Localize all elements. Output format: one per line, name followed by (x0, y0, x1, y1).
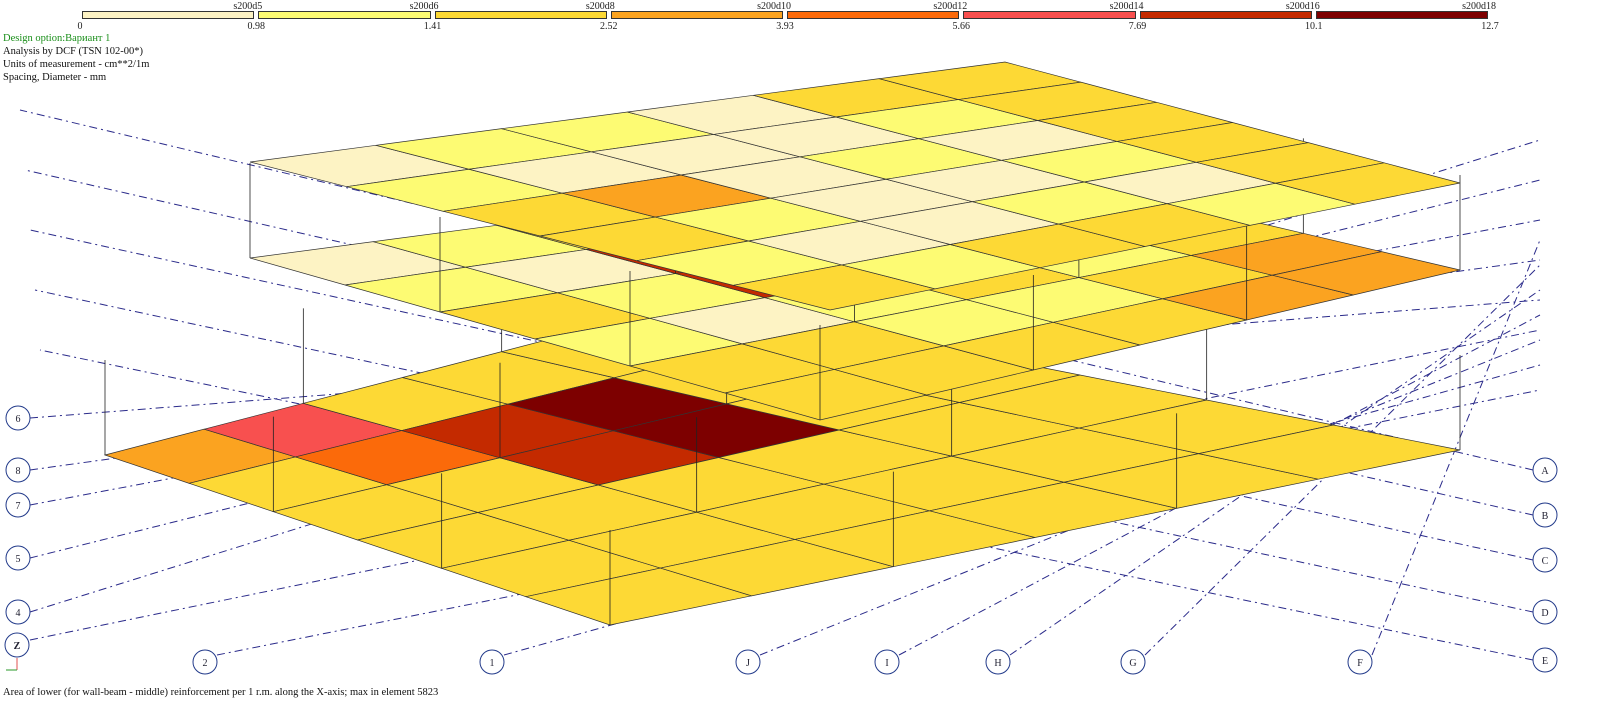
axis-label-I: I (885, 658, 888, 669)
legend-swatch-s200d10 (610, 11, 783, 19)
axis-label-F: F (1357, 658, 1363, 669)
legend-swatch-s200d14 (963, 11, 1136, 19)
legend-swatch-s200d6 (258, 11, 431, 19)
axis-label-2-circle (192, 649, 218, 675)
axis-label-A: A (1541, 466, 1549, 477)
legend-swatch-s200d5 (82, 11, 255, 19)
axis-label-5: 5 (16, 554, 21, 565)
legend-value: 3.93 (776, 21, 794, 32)
legend-label: s200d12 (933, 1, 968, 12)
legend-swatch-s200d18 (1315, 11, 1488, 19)
legend-label: s200d10 (757, 1, 791, 12)
axis-label-D-circle (1532, 599, 1558, 625)
axis-label-7: 7 (16, 501, 21, 512)
color-legend: 0 s200d5 0.98 s200d6 1.41 s200d8 2.52 s200d10 3.… (77, 0, 1499, 34)
legend-label: s200d6 (409, 1, 439, 12)
legend-value: 12.7 (1481, 21, 1499, 32)
grid-axis-line (29, 139, 1541, 613)
axis-label-1-circle (479, 649, 505, 675)
axis-label-4: 4 (16, 608, 21, 619)
units-label: Units of measurement - cm**2/1m (3, 59, 150, 70)
axis-label-8-circle (5, 457, 31, 483)
legend-label: s200d16 (1285, 1, 1320, 12)
axis-label-H: H (994, 658, 1001, 669)
legend-value: 7.69 (1128, 21, 1147, 32)
spacing-label: Spacing, Diameter - mm (3, 72, 107, 83)
axis-label-B-circle (1532, 502, 1558, 528)
grid-axis-line (29, 329, 1541, 641)
legend-label: s200d8 (585, 1, 615, 12)
axis-label-F-circle (1347, 649, 1373, 675)
grid-axis-line (1371, 239, 1541, 656)
legend-value: 0 (77, 21, 83, 32)
axis-label-2: 2 (203, 658, 208, 669)
axis-label-J: J (746, 658, 750, 669)
axis-label-7-circle (5, 492, 31, 518)
z-axis-indicator-circle (4, 632, 30, 658)
analysis-label: Analysis by DCF (TSN 102-00*) (3, 46, 144, 57)
top-slab-plate (1275, 162, 1461, 205)
z-axis-indicator: Z (14, 641, 21, 652)
axis-label-1: 1 (490, 658, 495, 669)
axis-label-G: G (1129, 658, 1136, 669)
grid-axis-line (34, 289, 1534, 613)
axis-label-C-circle (1532, 547, 1558, 573)
legend-swatch-s200d16 (1139, 11, 1312, 19)
legend-value: 5.66 (952, 21, 971, 32)
axis-label-6-circle (5, 405, 31, 431)
axis-label-H-circle (985, 649, 1011, 675)
axis-label-J-circle (735, 649, 761, 675)
legend-swatch-s200d12 (787, 11, 960, 19)
axis-label-D: D (1541, 608, 1548, 619)
legend-value: 0.98 (247, 21, 266, 32)
axis-label-8: 8 (16, 466, 21, 477)
axis-label-C: C (1542, 556, 1549, 567)
axis-label-4-circle (5, 599, 31, 625)
legend-label: s200d14 (1109, 1, 1144, 12)
axis-label-E: E (1542, 656, 1548, 667)
legend-label: s200d5 (233, 1, 263, 12)
axis-label-A-circle (1532, 457, 1558, 483)
axis-label-I-circle (874, 649, 900, 675)
axis-label-E-circle (1532, 647, 1558, 673)
result-caption: Area of lower (for wall-beam - middle) r… (3, 687, 439, 698)
legend-swatch-s200d8 (434, 11, 607, 19)
legend-label: s200d18 (1462, 1, 1496, 12)
legend-value: 1.41 (423, 21, 442, 32)
design-option-label: Design option:Вариант 1 (3, 33, 111, 44)
axis-label-6: 6 (16, 414, 21, 425)
axis-label-G-circle (1120, 649, 1146, 675)
axis-label-B: B (1542, 511, 1549, 522)
axis-label-5-circle (5, 545, 31, 571)
legend-value: 2.52 (600, 21, 618, 32)
legend-value: 10.1 (1305, 21, 1323, 32)
